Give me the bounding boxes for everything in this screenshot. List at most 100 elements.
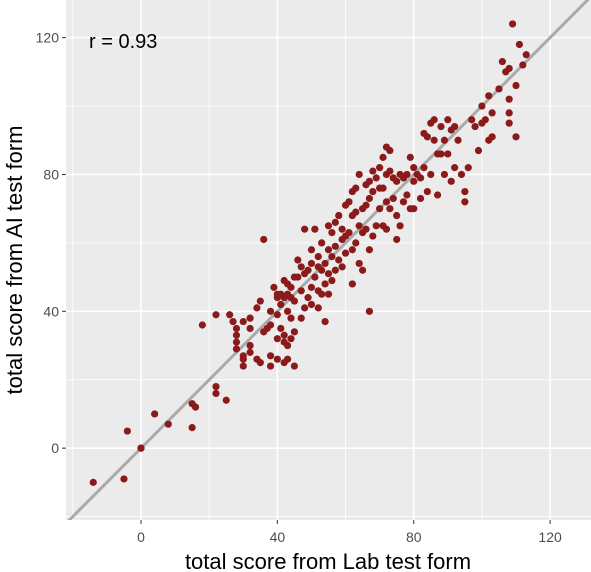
data-point [239, 317, 247, 326]
data-point [369, 232, 377, 240]
data-point [386, 167, 394, 175]
data-point [294, 273, 302, 281]
data-points [89, 20, 530, 486]
data-point [410, 177, 418, 185]
x-tick-label: 80 [406, 529, 422, 545]
data-point [403, 191, 411, 199]
data-point [311, 273, 319, 281]
data-point [433, 191, 442, 199]
data-point [253, 304, 261, 312]
data-point [372, 174, 380, 182]
y-axis-ticks: 0 40 80 120 [36, 30, 66, 456]
data-point [198, 321, 206, 329]
data-point [379, 184, 387, 192]
x-tick-label: 40 [270, 529, 286, 545]
data-point [420, 164, 428, 172]
data-point [331, 242, 339, 250]
data-point [338, 225, 346, 233]
data-point [522, 51, 530, 59]
data-point [444, 116, 452, 124]
data-point [355, 222, 363, 230]
data-point [287, 335, 295, 343]
data-point [212, 389, 220, 398]
data-point [393, 235, 401, 244]
data-point [365, 307, 374, 315]
data-point [505, 64, 513, 73]
data-point [474, 146, 483, 155]
data-point [341, 249, 350, 257]
data-point [266, 321, 275, 329]
data-point [321, 317, 329, 326]
data-point [495, 85, 503, 93]
data-point [471, 122, 479, 131]
y-tick-label: 0 [51, 440, 59, 456]
data-point [328, 252, 336, 261]
data-point [505, 109, 513, 117]
data-point [382, 225, 391, 233]
data-point [331, 266, 339, 274]
data-point [280, 331, 288, 339]
data-point [382, 198, 391, 206]
data-point [314, 304, 322, 312]
data-point [376, 164, 384, 172]
data-point [335, 211, 343, 220]
data-point [256, 359, 264, 367]
data-point [512, 133, 520, 141]
data-point [461, 187, 469, 196]
data-point [444, 150, 452, 158]
data-point [226, 311, 234, 319]
data-point [352, 184, 360, 192]
data-point [369, 167, 377, 175]
data-point [328, 276, 336, 285]
data-point [239, 362, 247, 370]
data-point [451, 164, 459, 172]
minor-gridlines [66, 0, 591, 520]
y-tick-label: 80 [43, 166, 59, 182]
y-axis-title: total score from AI test form [2, 126, 27, 395]
data-point [191, 403, 200, 411]
data-point [266, 352, 275, 360]
data-point [485, 92, 493, 100]
data-point [376, 205, 384, 213]
data-point [273, 311, 281, 319]
data-point [270, 283, 278, 291]
data-point [273, 335, 281, 343]
data-point [389, 194, 397, 203]
data-point [321, 280, 329, 288]
data-point [481, 116, 489, 124]
data-point [290, 297, 299, 305]
data-point [290, 362, 299, 370]
data-point [290, 328, 299, 336]
data-point [440, 170, 449, 179]
data-point [283, 355, 292, 363]
data-point [89, 478, 97, 486]
data-point [345, 198, 353, 206]
data-point [321, 259, 329, 268]
data-point [410, 205, 418, 213]
data-point [222, 396, 230, 404]
data-point [311, 225, 319, 233]
data-point [239, 355, 247, 363]
data-point [423, 133, 431, 141]
y-tick-label: 120 [36, 30, 60, 46]
data-point [266, 307, 275, 315]
data-point [512, 81, 520, 90]
data-point [266, 362, 275, 370]
x-tick-label: 120 [538, 529, 562, 545]
data-point [447, 177, 455, 185]
data-point [324, 222, 333, 230]
data-point [246, 348, 254, 356]
data-point [246, 341, 254, 350]
data-point [283, 307, 292, 315]
x-tick-label: 0 [137, 529, 145, 545]
data-point [393, 211, 401, 220]
data-point [246, 314, 254, 322]
data-point [328, 229, 336, 237]
data-point [498, 57, 506, 66]
data-point [406, 153, 414, 161]
data-point [508, 20, 517, 28]
data-point [515, 40, 524, 49]
major-gridlines [66, 0, 591, 520]
data-point [365, 177, 374, 185]
